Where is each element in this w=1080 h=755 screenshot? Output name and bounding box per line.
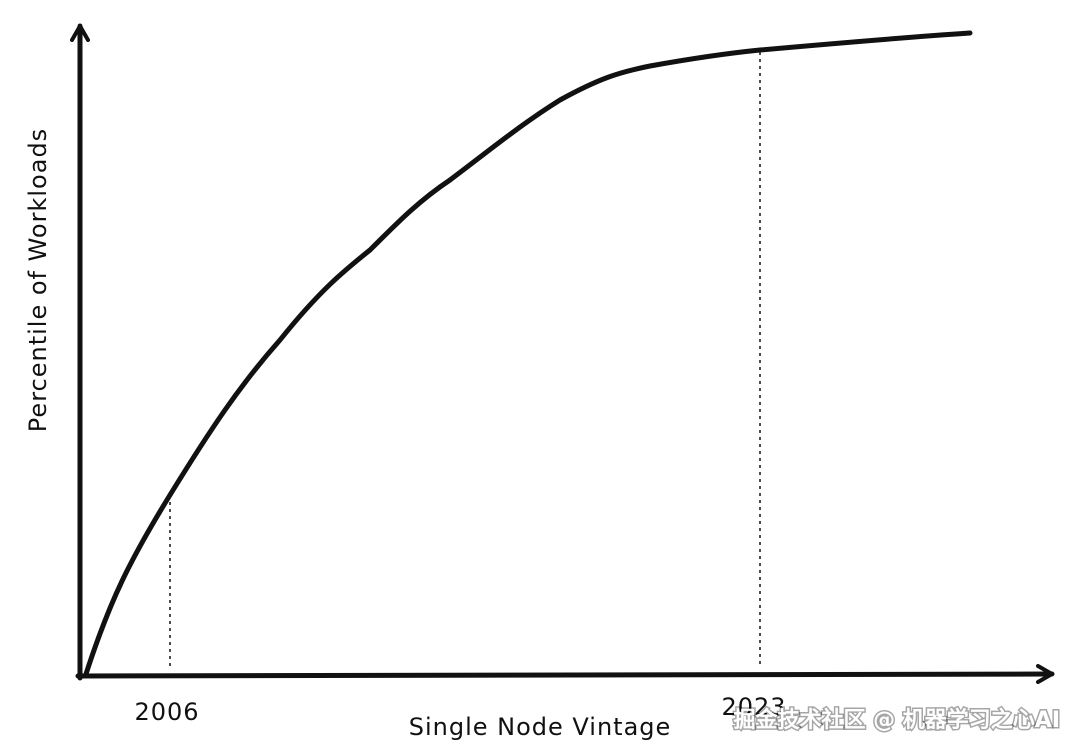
x-axis bbox=[75, 664, 1055, 685]
x-marker-label: 2006 bbox=[134, 698, 199, 726]
curve bbox=[83, 30, 973, 677]
x-marker-label: 2023 bbox=[721, 693, 786, 721]
y-axis-label: Percentile of Workloads bbox=[24, 128, 52, 432]
x-axis-label: Single Node Vintage bbox=[409, 713, 672, 741]
watermark: 掘金技术社区 @ 机器学习之心AI bbox=[733, 707, 1060, 733]
